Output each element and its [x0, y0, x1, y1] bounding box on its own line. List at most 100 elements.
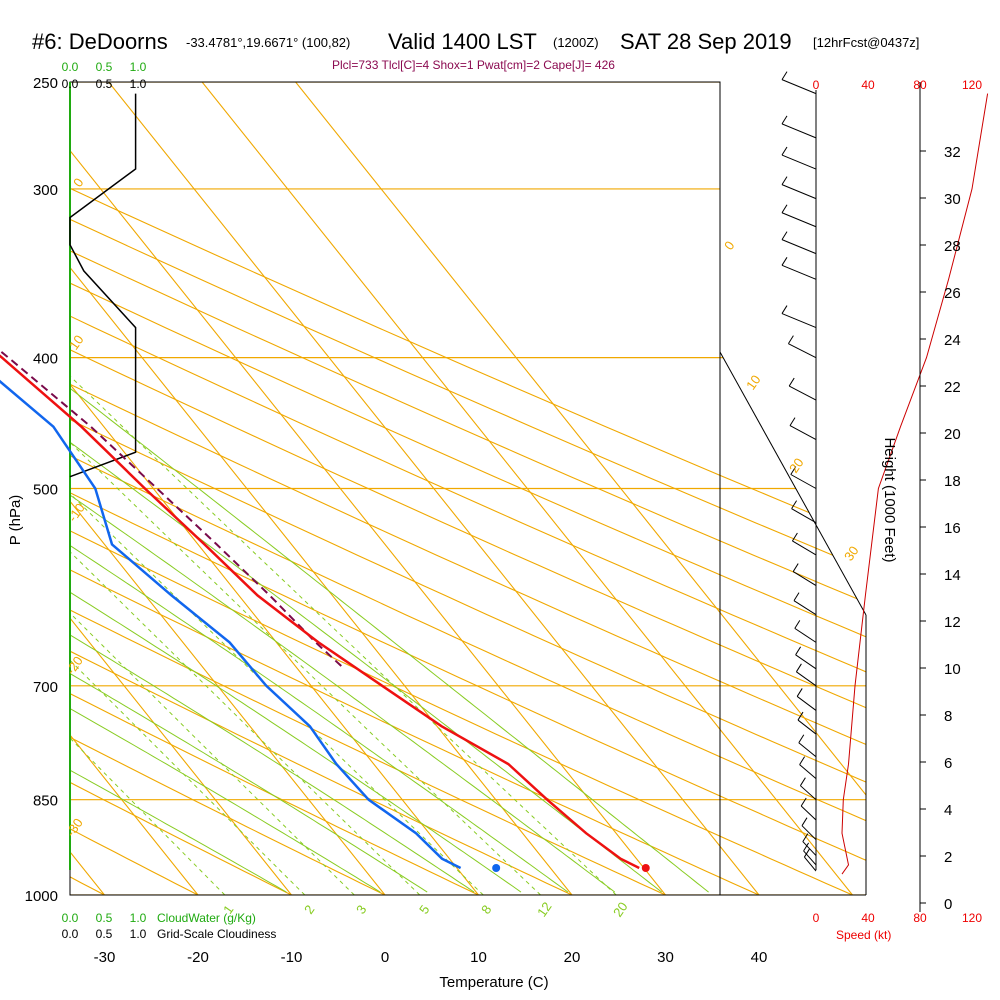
wind-barb: [795, 654, 817, 670]
wind-barb: [790, 474, 817, 489]
dry-adiabat-line: [70, 82, 479, 895]
dry-adiabat-line: [70, 82, 866, 895]
isotherm-line: [108, 82, 760, 895]
isotherm-line: [70, 82, 666, 895]
isotherm-line: [70, 82, 292, 895]
y-axis-title: P (hPa): [7, 495, 24, 546]
wind-barb-flag: [802, 833, 809, 842]
isotherm-label: -10: [65, 500, 88, 524]
wind-barb: [791, 508, 817, 524]
moist-adiabat-line: [70, 82, 663, 893]
forecast-label: [12hrFcst@0437z]: [813, 35, 919, 50]
dry-adiabat-line: [70, 82, 573, 895]
isotherm-label: 10: [743, 372, 764, 392]
height-tick-label: 22: [944, 379, 961, 396]
wind-barb: [788, 385, 817, 401]
temperature-tick-label: 30: [657, 949, 674, 966]
wind-speed-tick-top: 120: [962, 78, 982, 92]
height-tick-label: 18: [944, 473, 961, 490]
wind-barb: [803, 850, 817, 866]
wind-speed-profile-line: [841, 93, 989, 875]
dry-adiabat-line: [70, 82, 866, 895]
pressure-tick-label: 500: [33, 482, 58, 499]
moist-adiabat-line: [70, 82, 428, 893]
mixing-ratio-label: 8: [478, 902, 494, 917]
wind-barb-flag: [793, 592, 800, 601]
cloud-scale-top-black: 0.0: [62, 77, 79, 91]
wind-barb-flag: [797, 711, 804, 721]
wind-barb-flag: [791, 500, 798, 509]
dewpoint-profile-line: [0, 379, 462, 870]
mixing-ratio-line: [70, 357, 541, 895]
temperature-tick-label: -10: [281, 949, 303, 966]
dry-adiabat-line: [70, 82, 853, 895]
wind-barb-flag: [803, 842, 810, 852]
mixing-ratio-line: [70, 357, 617, 895]
diagram-frame-diagonal: [719, 351, 867, 616]
isotherm-line: [70, 82, 199, 895]
wind-speed-tick-top: 0: [813, 78, 820, 92]
wind-barb: [804, 856, 817, 872]
dry-adiabat-line: [70, 82, 866, 895]
moist-adiabat-line: [70, 82, 287, 893]
dry-adiabat-line: [70, 82, 866, 895]
height-tick-label: 30: [944, 191, 961, 208]
temperature-tick-label: 10: [470, 949, 487, 966]
height-tick-label: 32: [944, 144, 961, 161]
pressure-tick-label: 250: [33, 75, 58, 92]
wind-barb: [797, 719, 817, 735]
cloudwater-label: CloudWater (g/Kg): [157, 911, 256, 925]
moist-adiabat-line: [70, 82, 709, 893]
wind-barb: [781, 239, 817, 255]
pressure-tick-label: 300: [33, 182, 58, 199]
isotherm-line: [70, 82, 479, 895]
wind-barb-flag: [781, 71, 788, 80]
wind-barb: [789, 425, 817, 441]
mixing-ratio-label: 20: [610, 899, 631, 919]
moist-adiabat-line: [70, 82, 522, 893]
pressure-tick-label: 700: [33, 679, 58, 696]
wind-barb: [793, 600, 817, 616]
wind-barb-flag: [803, 848, 810, 858]
wind-barb: [801, 825, 817, 841]
wind-barb-flag: [800, 797, 807, 807]
wind-barb: [792, 540, 817, 556]
isotherm-label: 20: [786, 455, 807, 475]
height-tick-label: 8: [944, 708, 952, 725]
cloud-scale-bottom-black: 1.0: [130, 927, 147, 941]
wind-barb-flag: [788, 377, 795, 387]
isotherm-label: 0: [721, 238, 737, 253]
zulu-time: (1200Z): [553, 35, 599, 50]
cloud-scale-bottom-green: 1.0: [130, 911, 147, 925]
wind-barb-flag: [791, 532, 798, 542]
cloud-scale-bottom-black: 0.5: [96, 927, 113, 941]
wind-barb: [781, 79, 817, 95]
height-tick-label: 16: [944, 520, 961, 537]
wind-speed-tick-top: 40: [861, 78, 875, 92]
wind-barb: [781, 264, 817, 280]
wind-barb: [800, 805, 817, 821]
wind-barb-flag: [795, 663, 802, 673]
dry-adiabat-line: [70, 82, 666, 895]
isotherm-label: 30: [841, 543, 862, 563]
wind-barb-flag: [781, 305, 788, 314]
date-label: SAT 28 Sep 2019: [620, 29, 792, 54]
dry-adiabat-line: [70, 82, 292, 895]
wind-barb-flag: [799, 756, 806, 765]
wind-barb-flag: [795, 646, 802, 656]
mixing-ratio-line: [70, 357, 421, 895]
wind-barb: [800, 785, 817, 801]
dry-adiabat-line: [70, 82, 760, 895]
wind-speed-tick-bottom: 120: [962, 911, 982, 925]
wind-barb: [781, 123, 817, 139]
wind-barb-flag: [781, 204, 788, 214]
moist-adiabat-line: [70, 82, 475, 893]
mixing-ratio-line: [70, 357, 484, 895]
wind-speed-tick-top: 80: [913, 78, 927, 92]
moist-adiabat-line: [70, 82, 569, 893]
height-tick-label: 26: [944, 285, 961, 302]
temperature-tick-label: 0: [381, 949, 389, 966]
height-tick-label: 6: [944, 755, 952, 772]
x-axis-title: Temperature (C): [439, 974, 548, 991]
parcel-path-line: [0, 349, 345, 670]
